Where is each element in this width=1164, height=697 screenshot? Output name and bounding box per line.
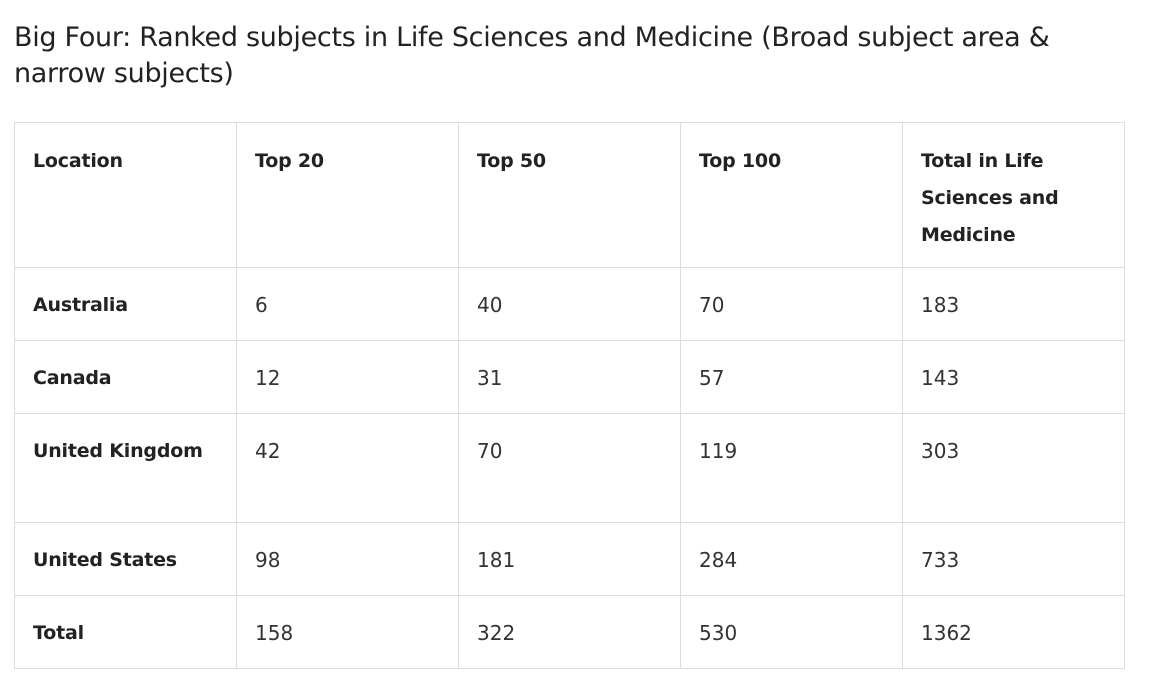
column-header: Top 50 [458,122,681,268]
table-cell: 322 [458,595,681,669]
table-cell: 42 [236,413,459,523]
table-cell: 733 [902,522,1125,596]
column-header-label: Location [33,150,123,172]
table-cell: 158 [236,595,459,669]
table-cell: 183 [902,267,1125,341]
column-header: Location [14,122,237,268]
table-row: Australia 6 40 70 183 [14,267,1125,341]
column-header: Top 100 [680,122,903,268]
location-cell: Canada [14,340,237,414]
column-header-label: Top 50 [477,150,546,172]
table-cell: 284 [680,522,903,596]
rankings-table: Location Top 20 Top 50 Top 100 Total in … [14,122,1125,669]
table-cell: 6 [236,267,459,341]
location-cell: Total [14,595,237,669]
table-cell: 143 [902,340,1125,414]
column-header-label: Top 100 [699,150,781,172]
table-total-row: Total 158 322 530 1362 [14,595,1125,669]
location-cell: Australia [14,267,237,341]
table-header-row: Location Top 20 Top 50 Top 100 Total in … [14,122,1125,268]
table-container: Location Top 20 Top 50 Top 100 Total in … [14,122,1125,669]
table-row: United States 98 181 284 733 [14,522,1125,596]
table-cell: 70 [680,267,903,341]
table-row: United Kingdom 42 70 119 303 [14,413,1125,523]
table-cell: 70 [458,413,681,523]
table-cell: 31 [458,340,681,414]
location-cell: United States [14,522,237,596]
column-header: Total in Life Sciences and Medicine [902,122,1125,268]
table-row: Canada 12 31 57 143 [14,340,1125,414]
page-title: Big Four: Ranked subjects in Life Scienc… [14,22,1050,89]
column-header: Top 20 [236,122,459,268]
table-cell: 12 [236,340,459,414]
table-cell: 181 [458,522,681,596]
table-cell: 57 [680,340,903,414]
table-cell: 119 [680,413,903,523]
table-cell: 40 [458,267,681,341]
column-header-label: Total in Life Sciences and Medicine [921,150,1059,246]
table-cell: 98 [236,522,459,596]
table-cell: 530 [680,595,903,669]
table-cell: 1362 [902,595,1125,669]
location-cell: United Kingdom [14,413,237,523]
table-cell: 303 [902,413,1125,523]
column-header-label: Top 20 [255,150,324,172]
